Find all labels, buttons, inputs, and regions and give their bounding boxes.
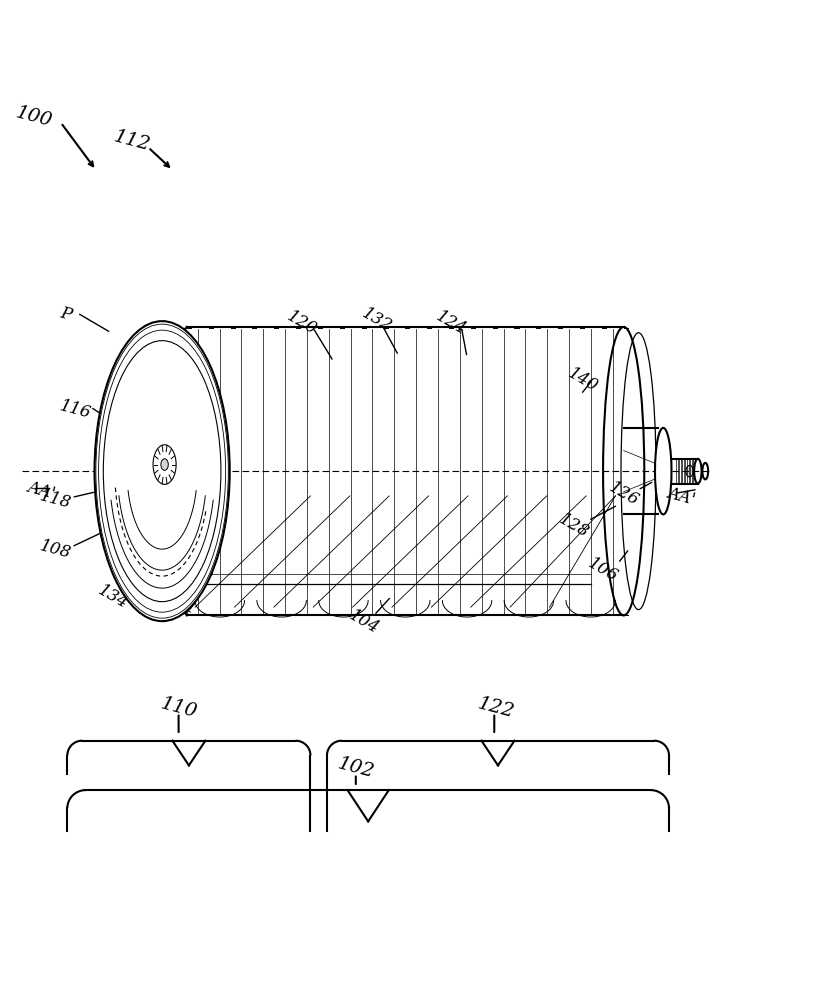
Text: 100: 100 [14, 103, 55, 130]
Text: 128: 128 [557, 511, 592, 542]
Text: 112: 112 [112, 128, 152, 155]
Text: 104: 104 [160, 590, 197, 621]
Text: AA': AA' [25, 478, 57, 502]
Text: P: P [58, 305, 74, 324]
Text: 120: 120 [284, 307, 320, 338]
Text: 108: 108 [37, 537, 73, 562]
Ellipse shape [686, 465, 693, 477]
Text: 140: 140 [564, 365, 600, 396]
Text: AA': AA' [666, 484, 697, 508]
Ellipse shape [161, 459, 168, 470]
Text: 110: 110 [158, 694, 198, 721]
Text: 134: 134 [94, 582, 131, 613]
Ellipse shape [655, 428, 672, 514]
Text: 114: 114 [144, 357, 180, 388]
Text: 132: 132 [358, 305, 394, 336]
Text: 124: 124 [433, 307, 469, 338]
Ellipse shape [694, 459, 701, 484]
Text: 104: 104 [346, 607, 382, 637]
Text: 126: 126 [605, 479, 642, 510]
Ellipse shape [94, 321, 230, 621]
Text: 122: 122 [476, 694, 516, 721]
Text: 106: 106 [585, 555, 621, 585]
Text: 116: 116 [58, 397, 93, 422]
Text: 102: 102 [336, 754, 376, 781]
Text: 118: 118 [37, 488, 73, 512]
